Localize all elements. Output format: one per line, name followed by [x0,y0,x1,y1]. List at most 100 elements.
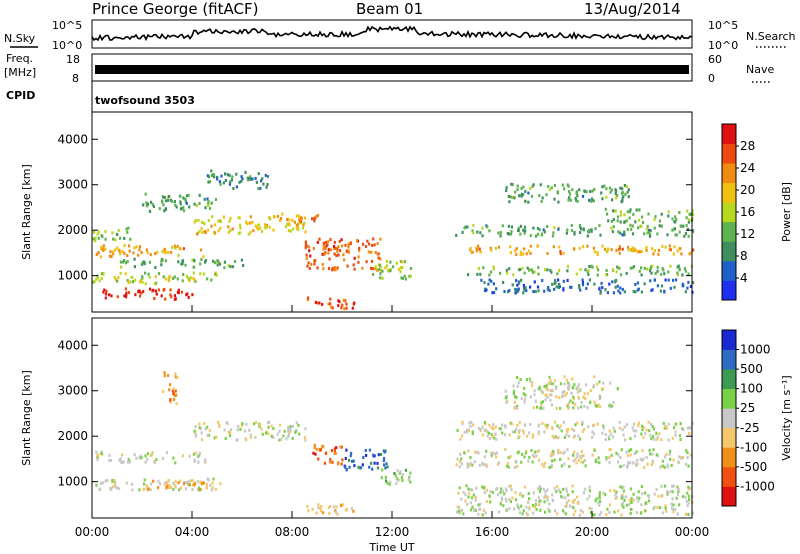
cell [494,432,497,436]
cell [615,248,618,252]
cell [619,231,622,235]
cell [249,177,252,181]
cell [509,251,512,255]
cell [677,488,680,492]
cell [498,427,501,430]
cell [127,458,130,461]
cell [622,464,625,468]
xtick-label: 00:00 [75,525,110,539]
cell [282,434,285,438]
cell [102,244,105,248]
cell [482,508,485,512]
cell [154,275,157,279]
cell [203,197,206,201]
cell [162,275,165,279]
cell [669,286,672,290]
cell [459,437,462,441]
cell [523,247,526,251]
cell [660,272,663,276]
cell [289,229,292,233]
cell [596,251,599,255]
cell [224,437,227,440]
cell [585,287,588,290]
cell [218,180,221,184]
cell [506,232,509,235]
cell [141,261,144,265]
cell [543,461,547,465]
cell [597,403,600,407]
cell [99,255,102,259]
cell [249,433,252,437]
cell [651,425,654,429]
cell [484,511,487,515]
cell [663,289,666,293]
cell [658,224,661,228]
cell [458,465,461,469]
cell [471,463,474,467]
freq-tick-top: 18 [66,53,80,66]
cell [653,249,657,253]
cell [681,495,685,499]
cell [617,509,620,513]
cell [389,269,392,273]
cell [170,295,173,299]
cell [508,484,511,488]
cell [676,249,679,253]
cell [642,221,645,224]
cell [508,507,511,511]
cell [169,293,172,297]
cell [581,420,584,424]
cell [495,287,498,291]
cell [563,382,566,386]
cell [458,486,461,490]
cell [539,499,542,503]
cell [549,389,552,393]
cell [289,430,292,434]
cell [228,434,232,438]
cell [304,438,307,442]
cell [511,496,514,500]
cell [629,208,632,212]
cell [514,395,517,399]
cell [520,278,523,282]
cell [144,460,147,464]
cell [272,427,275,430]
cell [129,237,132,241]
cell [465,430,468,434]
cell [537,430,540,434]
cell [540,200,543,203]
cell [511,183,514,186]
cell [164,297,167,301]
cell [175,402,178,406]
cell [193,278,196,282]
ytick-label: 3000 [57,384,88,398]
cell [539,406,542,410]
cell [161,199,164,203]
cell [596,460,599,464]
cell [647,420,650,424]
cell [579,509,582,512]
cell [193,202,196,206]
cell [467,449,470,453]
cell [191,479,194,483]
cell [258,226,262,230]
cell [531,268,534,272]
cell [531,384,534,388]
cell [481,461,484,465]
cell [532,511,535,515]
cell [169,288,172,292]
cell [317,506,320,510]
cell [547,286,550,289]
cell [543,495,546,499]
cell [588,506,591,510]
cell [157,272,161,276]
cell [593,449,596,452]
cell [350,451,353,455]
cell [164,207,167,211]
cell [493,436,496,440]
cell [345,302,348,306]
cell [580,450,583,454]
cell [638,496,641,500]
cell [568,401,571,405]
cell [551,459,554,463]
